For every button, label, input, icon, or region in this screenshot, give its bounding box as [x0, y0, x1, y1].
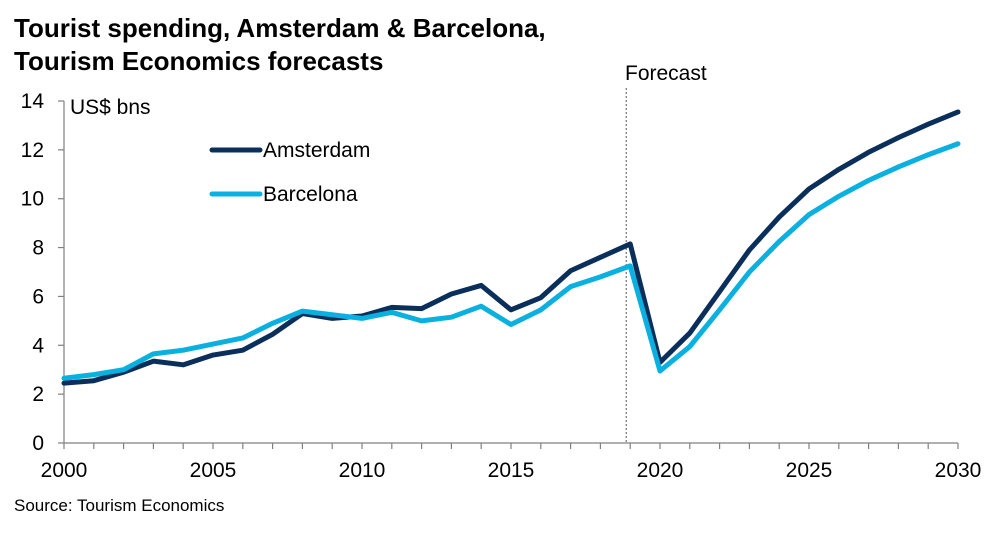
x-tick-label: 2015: [488, 459, 535, 482]
x-tick-label: 2025: [786, 459, 833, 482]
series-layer: [61, 109, 961, 386]
x-tick-label: 2005: [190, 459, 237, 482]
forecast-label: Forecast: [625, 62, 707, 85]
x-tick-label: 2010: [339, 459, 386, 482]
x-tick-label: 2020: [637, 459, 684, 482]
y-tick-label: 2: [32, 383, 44, 406]
y-tick-label: 4: [32, 334, 44, 357]
y-tick-label: 8: [32, 237, 44, 260]
x-tick-label: 2000: [41, 459, 88, 482]
y-tick-label: 12: [21, 139, 44, 162]
source-note: Source: Tourism Economics: [14, 496, 225, 515]
y-tick-label: 6: [32, 285, 44, 308]
axes-layer: 0 2 4 6 8 10 12 14 2000 2005 2010 2015 2020 2025 2030 U…: [21, 62, 982, 482]
chart-title: Tourist spending, Amsterdam & Barcelona,…: [14, 12, 546, 78]
y-tick-label: 14: [21, 90, 45, 113]
chart-title-line-2: Tourism Economics forecasts: [14, 46, 384, 76]
y-tick-label: 0: [32, 432, 44, 455]
chart-title-line-1: Tourist spending, Amsterdam & Barcelona,: [14, 13, 546, 43]
y-axis-label: US$ bns: [70, 96, 151, 119]
series-line-amsterdam: [61, 109, 961, 386]
y-tick-label: 10: [21, 188, 44, 211]
x-tick-label: 2030: [935, 459, 982, 482]
legend-label-amsterdam: Amsterdam: [263, 139, 370, 162]
legend: Amsterdam Barcelona: [209, 139, 370, 206]
legend-label-barcelona: Barcelona: [263, 183, 358, 206]
